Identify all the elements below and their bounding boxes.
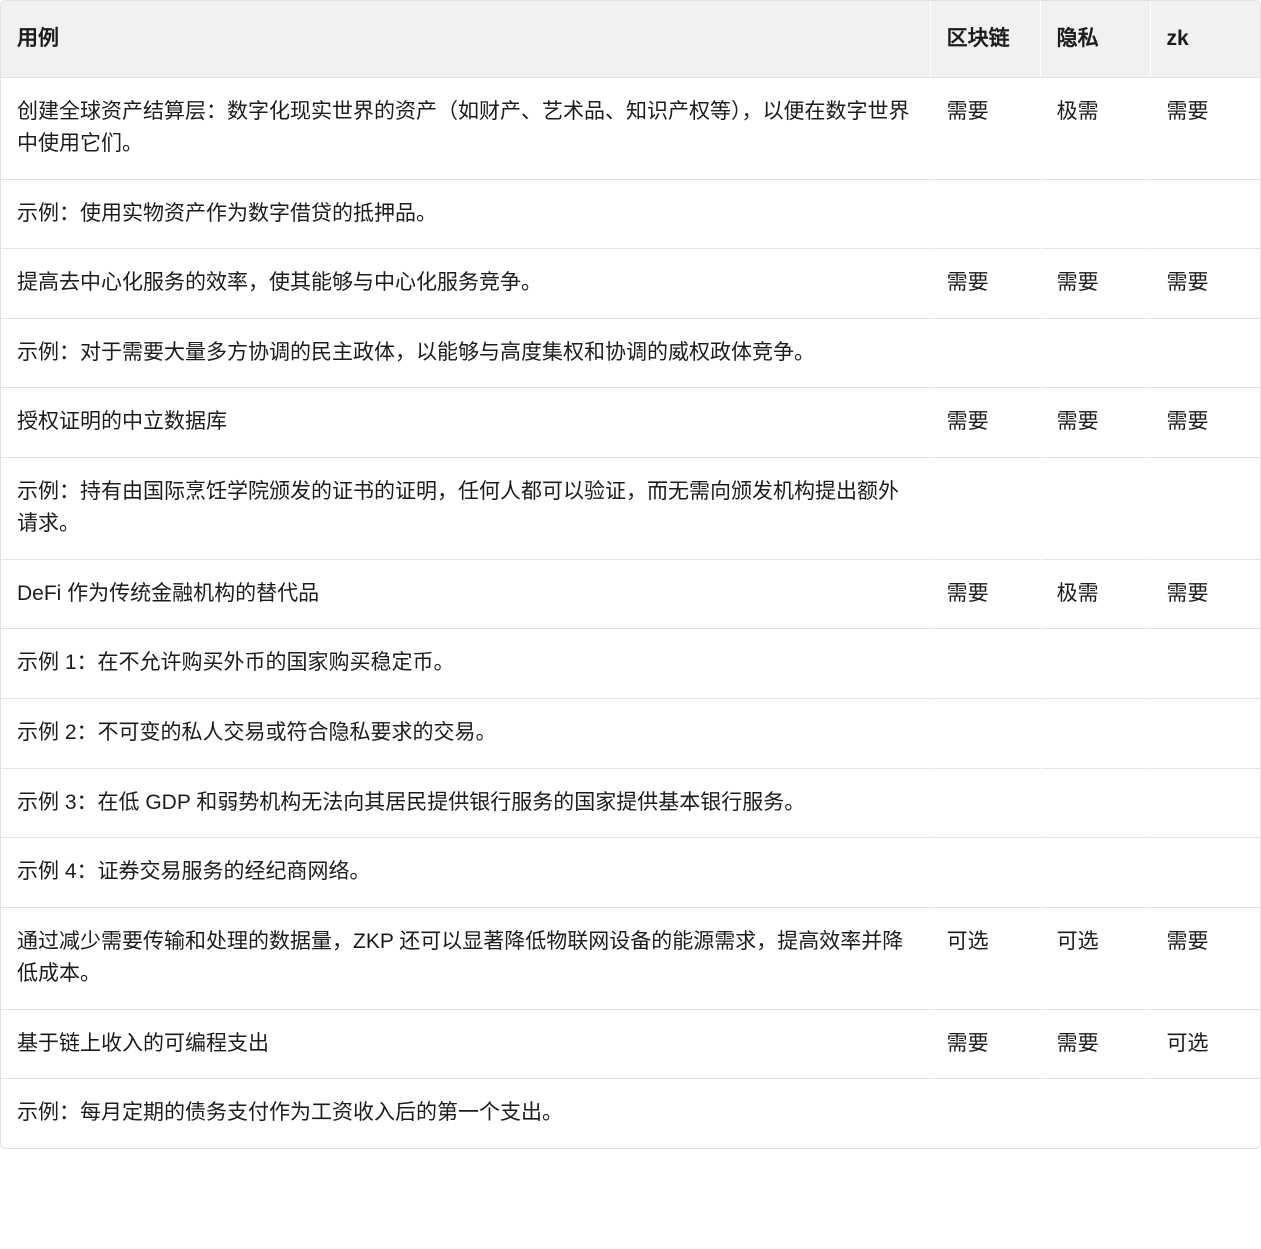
cell-privacy: [1040, 457, 1150, 559]
cell-zk: 需要: [1150, 559, 1260, 629]
usecase-table-container: 用例 区块链 隐私 zk 创建全球资产结算层：数字化现实世界的资产（如财产、艺术…: [0, 0, 1261, 1149]
cell-zk: 需要: [1150, 249, 1260, 319]
cell-usecase: DeFi 作为传统金融机构的替代品: [1, 559, 930, 629]
cell-zk: [1150, 768, 1260, 838]
cell-zk: [1150, 698, 1260, 768]
cell-usecase: 基于链上收入的可编程支出: [1, 1009, 930, 1079]
table-row: 示例 2：不可变的私人交易或符合隐私要求的交易。: [1, 698, 1260, 768]
cell-usecase: 示例 3：在低 GDP 和弱势机构无法向其居民提供银行服务的国家提供基本银行服务…: [1, 768, 930, 838]
cell-blockchain: [930, 698, 1040, 768]
cell-usecase: 提高去中心化服务的效率，使其能够与中心化服务竞争。: [1, 249, 930, 319]
table-row: 示例：持有由国际烹饪学院颁发的证书的证明，任何人都可以验证，而无需向颁发机构提出…: [1, 457, 1260, 559]
cell-usecase: 通过减少需要传输和处理的数据量，ZKP 还可以显著降低物联网设备的能源需求，提高…: [1, 907, 930, 1009]
table-row: 示例：对于需要大量多方协调的民主政体，以能够与高度集权和协调的威权政体竞争。: [1, 318, 1260, 388]
header-privacy: 隐私: [1040, 1, 1150, 77]
cell-blockchain: [930, 318, 1040, 388]
cell-zk: 可选: [1150, 1009, 1260, 1079]
table-row: 示例：每月定期的债务支付作为工资收入后的第一个支出。: [1, 1079, 1260, 1148]
cell-privacy: [1040, 179, 1150, 249]
usecase-table: 用例 区块链 隐私 zk 创建全球资产结算层：数字化现实世界的资产（如财产、艺术…: [1, 1, 1260, 1148]
cell-privacy: [1040, 838, 1150, 908]
cell-usecase: 示例 4：证券交易服务的经纪商网络。: [1, 838, 930, 908]
cell-usecase: 创建全球资产结算层：数字化现实世界的资产（如财产、艺术品、知识产权等），以便在数…: [1, 77, 930, 179]
table-body: 创建全球资产结算层：数字化现实世界的资产（如财产、艺术品、知识产权等），以便在数…: [1, 77, 1260, 1148]
cell-privacy: 极需: [1040, 77, 1150, 179]
cell-blockchain: 需要: [930, 249, 1040, 319]
cell-privacy: 极需: [1040, 559, 1150, 629]
table-header-row: 用例 区块链 隐私 zk: [1, 1, 1260, 77]
header-usecase: 用例: [1, 1, 930, 77]
cell-privacy: [1040, 629, 1150, 699]
cell-zk: 需要: [1150, 77, 1260, 179]
table-row: 提高去中心化服务的效率，使其能够与中心化服务竞争。 需要 需要 需要: [1, 249, 1260, 319]
cell-zk: 需要: [1150, 388, 1260, 458]
table-row: 创建全球资产结算层：数字化现实世界的资产（如财产、艺术品、知识产权等），以便在数…: [1, 77, 1260, 179]
cell-privacy: 需要: [1040, 1009, 1150, 1079]
table-row: 示例 4：证券交易服务的经纪商网络。: [1, 838, 1260, 908]
cell-blockchain: [930, 838, 1040, 908]
table-row: 示例：使用实物资产作为数字借贷的抵押品。: [1, 179, 1260, 249]
header-blockchain: 区块链: [930, 1, 1040, 77]
cell-privacy: 需要: [1040, 388, 1150, 458]
cell-blockchain: 需要: [930, 1009, 1040, 1079]
cell-blockchain: [930, 457, 1040, 559]
cell-blockchain: 需要: [930, 388, 1040, 458]
cell-usecase: 示例：持有由国际烹饪学院颁发的证书的证明，任何人都可以验证，而无需向颁发机构提出…: [1, 457, 930, 559]
cell-privacy: 可选: [1040, 907, 1150, 1009]
cell-blockchain: 需要: [930, 77, 1040, 179]
cell-zk: [1150, 179, 1260, 249]
cell-zk: [1150, 838, 1260, 908]
cell-privacy: [1040, 1079, 1150, 1148]
table-row: 示例 3：在低 GDP 和弱势机构无法向其居民提供银行服务的国家提供基本银行服务…: [1, 768, 1260, 838]
cell-usecase: 示例：每月定期的债务支付作为工资收入后的第一个支出。: [1, 1079, 930, 1148]
table-header: 用例 区块链 隐私 zk: [1, 1, 1260, 77]
cell-blockchain: [930, 768, 1040, 838]
cell-usecase: 授权证明的中立数据库: [1, 388, 930, 458]
cell-usecase: 示例 1：在不允许购买外币的国家购买稳定币。: [1, 629, 930, 699]
header-zk: zk: [1150, 1, 1260, 77]
cell-privacy: [1040, 698, 1150, 768]
cell-privacy: 需要: [1040, 249, 1150, 319]
table-row: DeFi 作为传统金融机构的替代品 需要 极需 需要: [1, 559, 1260, 629]
table-row: 示例 1：在不允许购买外币的国家购买稳定币。: [1, 629, 1260, 699]
cell-privacy: [1040, 318, 1150, 388]
cell-usecase: 示例：对于需要大量多方协调的民主政体，以能够与高度集权和协调的威权政体竞争。: [1, 318, 930, 388]
table-row: 基于链上收入的可编程支出 需要 需要 可选: [1, 1009, 1260, 1079]
table-row: 授权证明的中立数据库 需要 需要 需要: [1, 388, 1260, 458]
cell-zk: [1150, 1079, 1260, 1148]
cell-usecase: 示例：使用实物资产作为数字借贷的抵押品。: [1, 179, 930, 249]
cell-blockchain: 需要: [930, 559, 1040, 629]
cell-blockchain: 可选: [930, 907, 1040, 1009]
table-row: 通过减少需要传输和处理的数据量，ZKP 还可以显著降低物联网设备的能源需求，提高…: [1, 907, 1260, 1009]
cell-blockchain: [930, 1079, 1040, 1148]
cell-zk: [1150, 629, 1260, 699]
cell-usecase: 示例 2：不可变的私人交易或符合隐私要求的交易。: [1, 698, 930, 768]
cell-zk: [1150, 457, 1260, 559]
cell-zk: [1150, 318, 1260, 388]
cell-privacy: [1040, 768, 1150, 838]
cell-zk: 需要: [1150, 907, 1260, 1009]
cell-blockchain: [930, 179, 1040, 249]
cell-blockchain: [930, 629, 1040, 699]
